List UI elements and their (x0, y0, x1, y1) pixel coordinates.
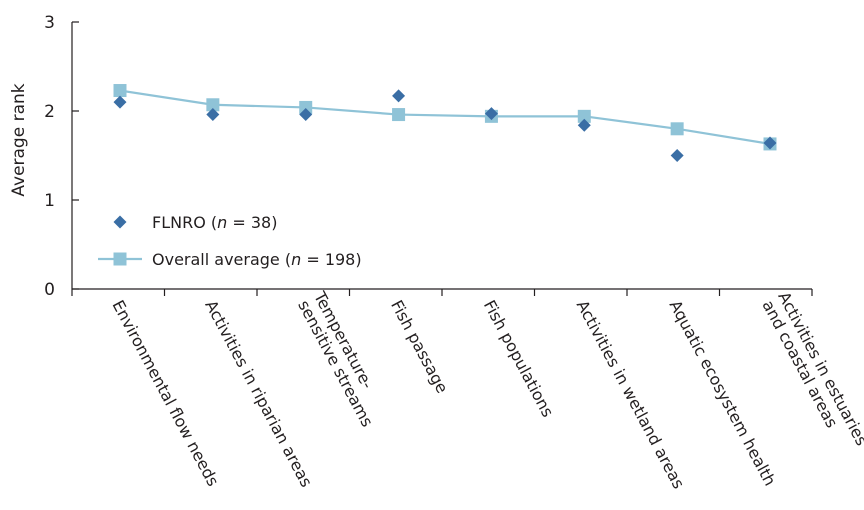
x-category-label: Environmental flow needs (108, 297, 222, 489)
diamond-point (392, 89, 406, 103)
diamond-point (206, 108, 220, 122)
y-axis-title: Average rank (9, 83, 29, 196)
x-category-label: Temperature-sensitive streams (294, 288, 377, 430)
square-point (670, 122, 684, 136)
series-overall-average (113, 84, 777, 151)
legend-item: FLNRO (n = 38) (113, 213, 277, 232)
y-tick-label: 2 (44, 102, 55, 122)
x-category-label-line: Activities in wetland areas (573, 297, 689, 492)
series-line (119, 89, 771, 146)
diamond-point (670, 149, 684, 162)
x-category-label-line: Activities in riparian areas (201, 297, 316, 490)
x-category-label: Activities in wetland areas (573, 297, 689, 492)
legend-item: Overall average (n = 198) (98, 250, 362, 269)
legend-label: Overall average (n = 198) (152, 250, 362, 269)
square-point (392, 108, 406, 122)
y-tick-label: 1 (44, 191, 55, 211)
square-point (113, 84, 127, 98)
square-point (299, 100, 313, 114)
diamond-point (299, 108, 313, 122)
diamond-point (113, 95, 127, 109)
legend-square-icon (113, 252, 127, 266)
square-point (577, 109, 591, 123)
x-category-label: Aquatic ecosystem health (666, 297, 780, 489)
diamond-point (763, 136, 777, 150)
plot-area (113, 84, 777, 162)
diamond-point (577, 118, 591, 132)
x-category-label-line: Environmental flow needs (108, 297, 222, 489)
diamond-point (484, 107, 498, 121)
x-category-label: Fish passage (387, 297, 452, 396)
y-tick-label: 3 (44, 13, 55, 33)
x-category-label-line: Fish passage (387, 297, 452, 396)
x-category-label-line: Activities in estuaries (774, 289, 864, 449)
legend: FLNRO (n = 38) Overall average (n = 198) (98, 213, 362, 269)
legend-diamond-icon (113, 215, 127, 229)
x-category-label: Fish populations (480, 297, 558, 420)
square-point (206, 98, 220, 112)
axes (71, 21, 813, 296)
y-tick-labels: 0 1 2 3 (44, 13, 55, 300)
x-category-label-line: Aquatic ecosystem health (666, 297, 780, 489)
x-category-label-line: Fish populations (480, 297, 558, 420)
x-category-label: Activities in riparian areas (201, 297, 316, 490)
y-tick-label: 0 (44, 280, 55, 300)
legend-label: FLNRO (n = 38) (152, 213, 277, 232)
series-flnro (113, 89, 777, 162)
